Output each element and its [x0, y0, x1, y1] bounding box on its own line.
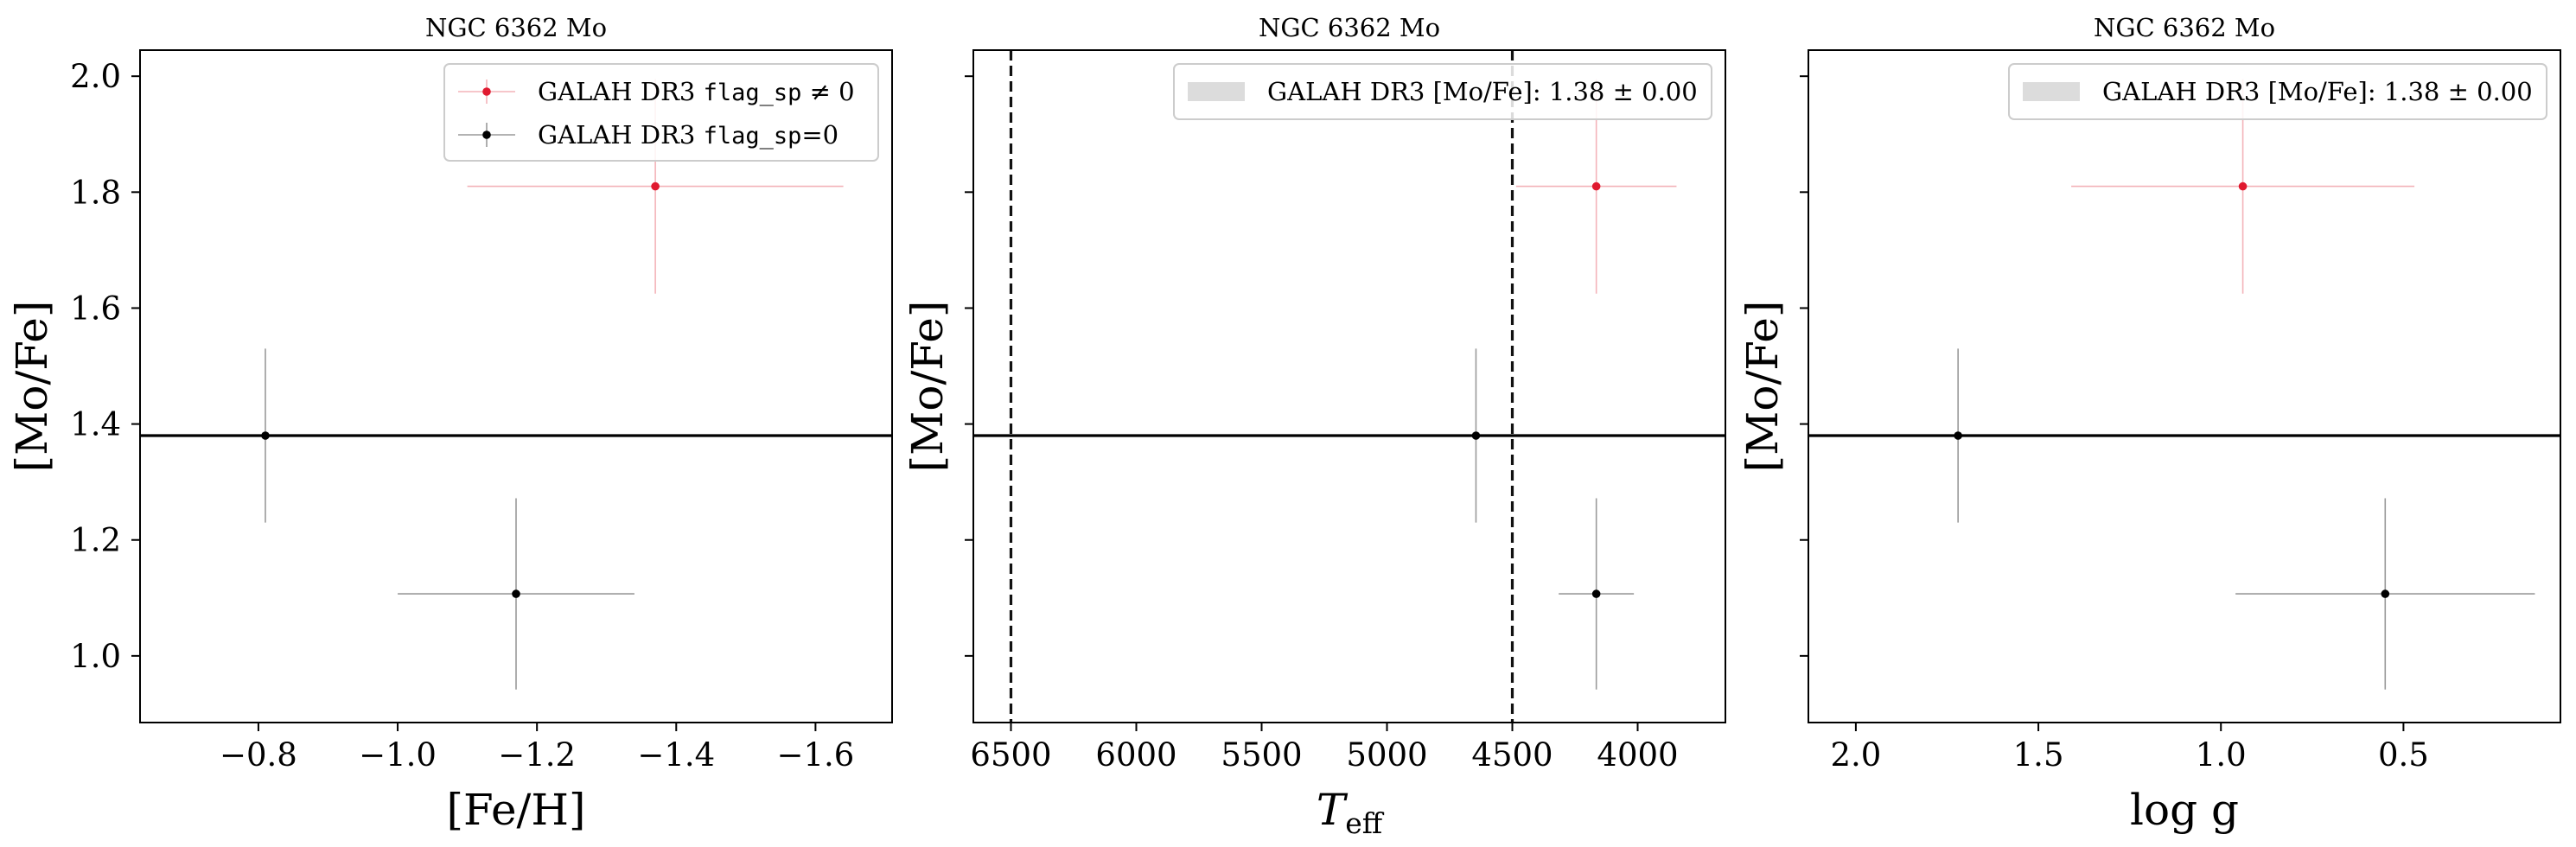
legend-label-prefix: GALAH DR3 [Mo/Fe]:	[1267, 77, 1549, 106]
y-axis-label: [Mo/Fe]	[7, 301, 57, 473]
x-tick-label: 2.0	[1830, 736, 1881, 774]
y-tick-label: 1.0	[70, 638, 121, 675]
legend: GALAH DR3 [Mo/Fe]: 1.38 ± 0.00	[2008, 63, 2547, 120]
data-area	[140, 79, 892, 690]
legend-label-suffix: 1.38 ± 0.00	[2384, 77, 2533, 106]
y-axis-label: [Mo/Fe]	[902, 301, 953, 473]
y-tick-label: 2.0	[70, 58, 121, 95]
axes-frame	[1808, 49, 2561, 723]
x-tick-label: −1.4	[637, 736, 715, 774]
x-tick-label: −1.6	[776, 736, 854, 774]
unflagged-point-1	[1954, 431, 1962, 440]
legend-label-prefix: GALAH DR3	[538, 120, 704, 150]
x-tick-label: 6500	[970, 736, 1051, 774]
x-axis-label: Teff	[1317, 785, 1385, 840]
legend-box	[1173, 63, 1712, 120]
legend-marker-unflagged	[482, 131, 491, 139]
flagged-point-1	[651, 182, 660, 191]
x-tick-label: 4500	[1471, 736, 1553, 774]
flagged-point-1	[2238, 182, 2248, 191]
x-tick-label: −0.8	[220, 736, 297, 774]
x-tick-label: 6000	[1095, 736, 1176, 774]
y-tick-label: 1.8	[70, 174, 121, 211]
legend-label-suffix: ≠ 0	[801, 77, 854, 106]
y-axis-label: [Mo/Fe]	[1738, 301, 1788, 473]
legend-label-2: GALAH DR3 flag_sp=0	[538, 120, 838, 150]
unflagged-point-2	[2381, 589, 2390, 598]
legend-band-swatch	[2023, 82, 2080, 101]
unflagged-point-1	[1471, 431, 1481, 440]
chart-title: NGC 6362 Mo	[1259, 13, 1440, 42]
chart-title: NGC 6362 Mo	[425, 13, 607, 42]
y-tick-label: 1.2	[70, 522, 121, 559]
legend-label-1: GALAH DR3 [Mo/Fe]: 1.38 ± 0.00	[1267, 77, 1698, 106]
unflagged-point-2	[512, 589, 520, 598]
legend-label-code: flag_sp	[704, 123, 802, 150]
legend-label-prefix: GALAH DR3	[538, 77, 704, 106]
data-area	[973, 50, 1725, 723]
x-tick-label: 1.0	[2196, 736, 2247, 774]
legend-label-code: flag_sp	[704, 80, 802, 106]
legend-box	[443, 63, 879, 162]
y-tick-label: 1.4	[70, 406, 121, 443]
data-area	[1808, 79, 2560, 690]
legend-label-suffix: =0	[801, 120, 838, 150]
x-tick-label: 1.5	[2013, 736, 2064, 774]
x-axis-label-main: T	[1317, 785, 1349, 835]
y-tick-label: 1.6	[70, 290, 121, 327]
flagged-point-1	[1591, 182, 1601, 191]
x-axis-label-sub: eff	[1345, 806, 1385, 840]
legend: GALAH DR3 [Mo/Fe]: 1.38 ± 0.00	[1173, 63, 1712, 120]
legend-label-1: GALAH DR3 flag_sp ≠ 0	[538, 77, 855, 106]
legend-box	[2008, 63, 2547, 120]
chart-panel-1: −0.8 −1.0 −1.2 −1.4 −1.6 1.0 1.2 1.4 1.6 1.8 2.0 NG…	[7, 13, 893, 835]
x-tick-label: 5000	[1346, 736, 1427, 774]
x-tick-label: 0.5	[2378, 736, 2429, 774]
axes-frame	[139, 49, 893, 723]
x-tick-label: 5500	[1221, 736, 1302, 774]
x-tick-label: −1.0	[359, 736, 437, 774]
x-tick-label: 4000	[1597, 736, 1678, 774]
x-axis-label: [Fe/H]	[446, 785, 585, 835]
x-tick-label: −1.2	[498, 736, 576, 774]
x-axis-label: log g	[2130, 785, 2239, 835]
legend-marker-flagged	[482, 87, 491, 96]
unflagged-point-2	[1591, 589, 1601, 598]
legend-label-1: GALAH DR3 [Mo/Fe]: 1.38 ± 0.00	[2102, 77, 2533, 106]
unflagged-point-1	[261, 431, 270, 440]
chart-title: NGC 6362 Mo	[2094, 13, 2275, 42]
legend-label-prefix: GALAH DR3 [Mo/Fe]:	[2102, 77, 2384, 106]
chart-panel-2: 6500 6000 5500 5000 4500 4000 NGC 6362 Mo Teff […	[902, 13, 1726, 840]
legend-band-swatch	[1188, 82, 1245, 101]
axes-frame	[972, 49, 1726, 723]
legend-label-suffix: 1.38 ± 0.00	[1549, 77, 1698, 106]
chart-panel-3: 2.0 1.5 1.0 0.5 NGC 6362 Mo log g [Mo/Fe] GALAH…	[1738, 13, 2561, 835]
